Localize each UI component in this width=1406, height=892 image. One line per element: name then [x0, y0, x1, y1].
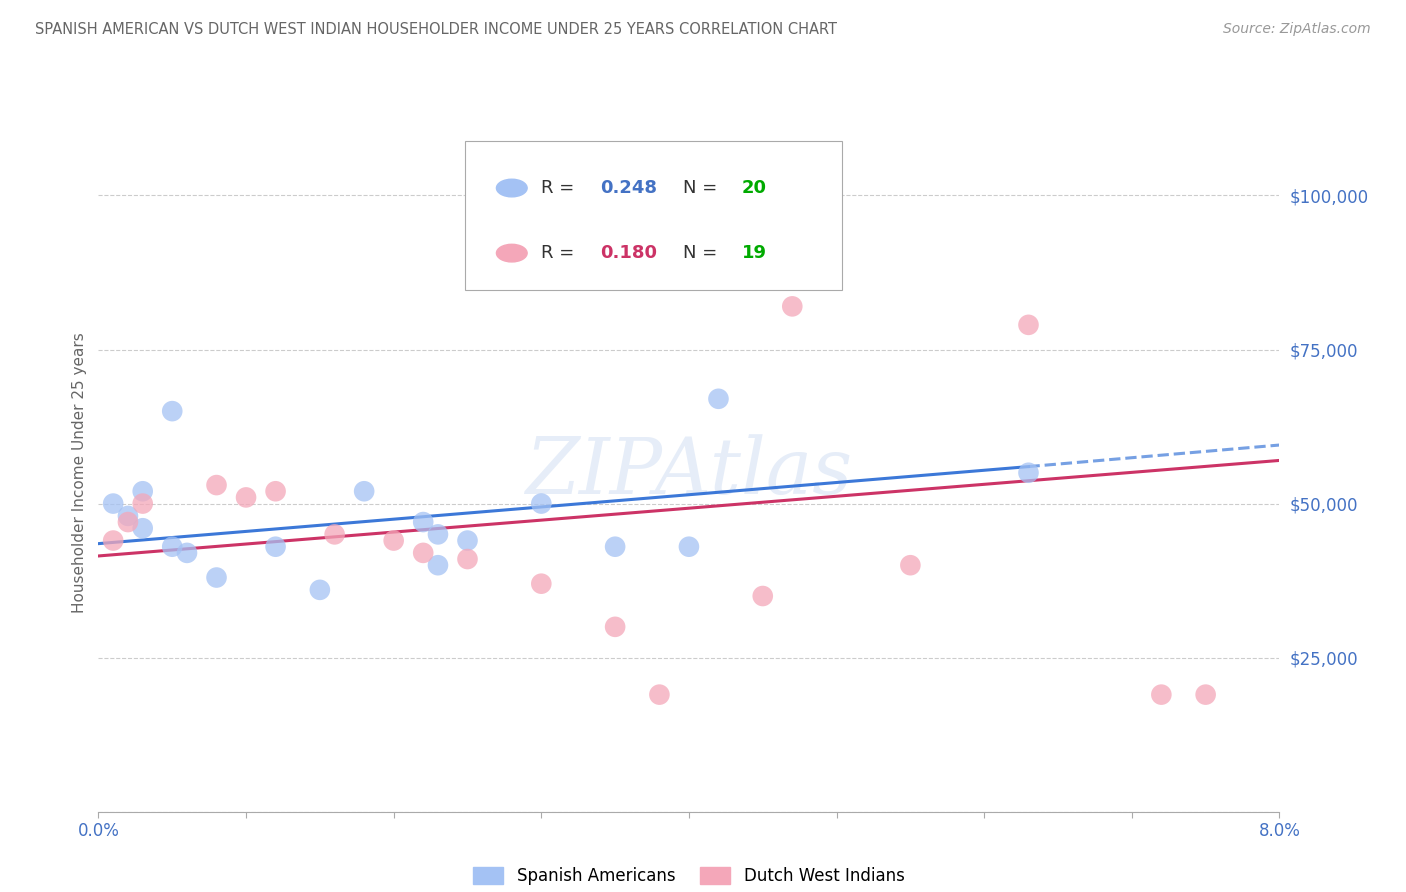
Point [898, 558, 921, 573]
Point [132, 497, 155, 511]
Point [707, 392, 730, 406]
Text: 0.180: 0.180 [600, 244, 658, 262]
Point [205, 478, 228, 492]
Legend: Spanish Americans, Dutch West Indians: Spanish Americans, Dutch West Indians [467, 860, 911, 891]
Point [530, 497, 553, 511]
Point [205, 570, 228, 584]
Point [1017, 318, 1039, 332]
Text: N =: N = [683, 179, 723, 197]
Point [176, 546, 198, 560]
Text: N =: N = [683, 244, 723, 262]
Text: Source: ZipAtlas.com: Source: ZipAtlas.com [1223, 22, 1371, 37]
Text: SPANISH AMERICAN VS DUTCH WEST INDIAN HOUSEHOLDER INCOME UNDER 25 YEARS CORRELAT: SPANISH AMERICAN VS DUTCH WEST INDIAN HO… [35, 22, 837, 37]
Point [103, 533, 124, 548]
Point [782, 299, 804, 313]
Point [678, 540, 700, 554]
Point [1194, 688, 1216, 702]
Point [412, 515, 434, 529]
Text: R =: R = [541, 179, 581, 197]
Text: 20: 20 [742, 179, 768, 197]
Point [382, 533, 405, 548]
Point [117, 515, 139, 529]
Point [605, 620, 627, 634]
Point [751, 589, 773, 603]
Circle shape [496, 244, 527, 262]
Point [162, 404, 183, 418]
Point [1017, 466, 1039, 480]
Point [412, 546, 434, 560]
Point [308, 582, 332, 597]
Point [605, 540, 627, 554]
Point [132, 521, 155, 535]
Point [426, 558, 449, 573]
Point [1150, 688, 1173, 702]
Point [235, 491, 257, 505]
Circle shape [496, 179, 527, 197]
Point [103, 497, 124, 511]
Point [648, 688, 671, 702]
Text: 19: 19 [742, 244, 768, 262]
Point [456, 533, 478, 548]
Y-axis label: Householder Income Under 25 years: Householder Income Under 25 years [72, 333, 87, 613]
Point [426, 527, 449, 541]
Text: 0.248: 0.248 [600, 179, 658, 197]
Point [264, 484, 287, 499]
Point [530, 576, 553, 591]
Point [132, 484, 155, 499]
Point [117, 508, 139, 523]
Point [456, 552, 478, 566]
Text: R =: R = [541, 244, 581, 262]
Point [264, 540, 287, 554]
Text: ZIPAtlas: ZIPAtlas [526, 434, 852, 511]
FancyBboxPatch shape [464, 141, 842, 290]
Point [323, 527, 346, 541]
Point [353, 484, 375, 499]
Point [162, 540, 183, 554]
